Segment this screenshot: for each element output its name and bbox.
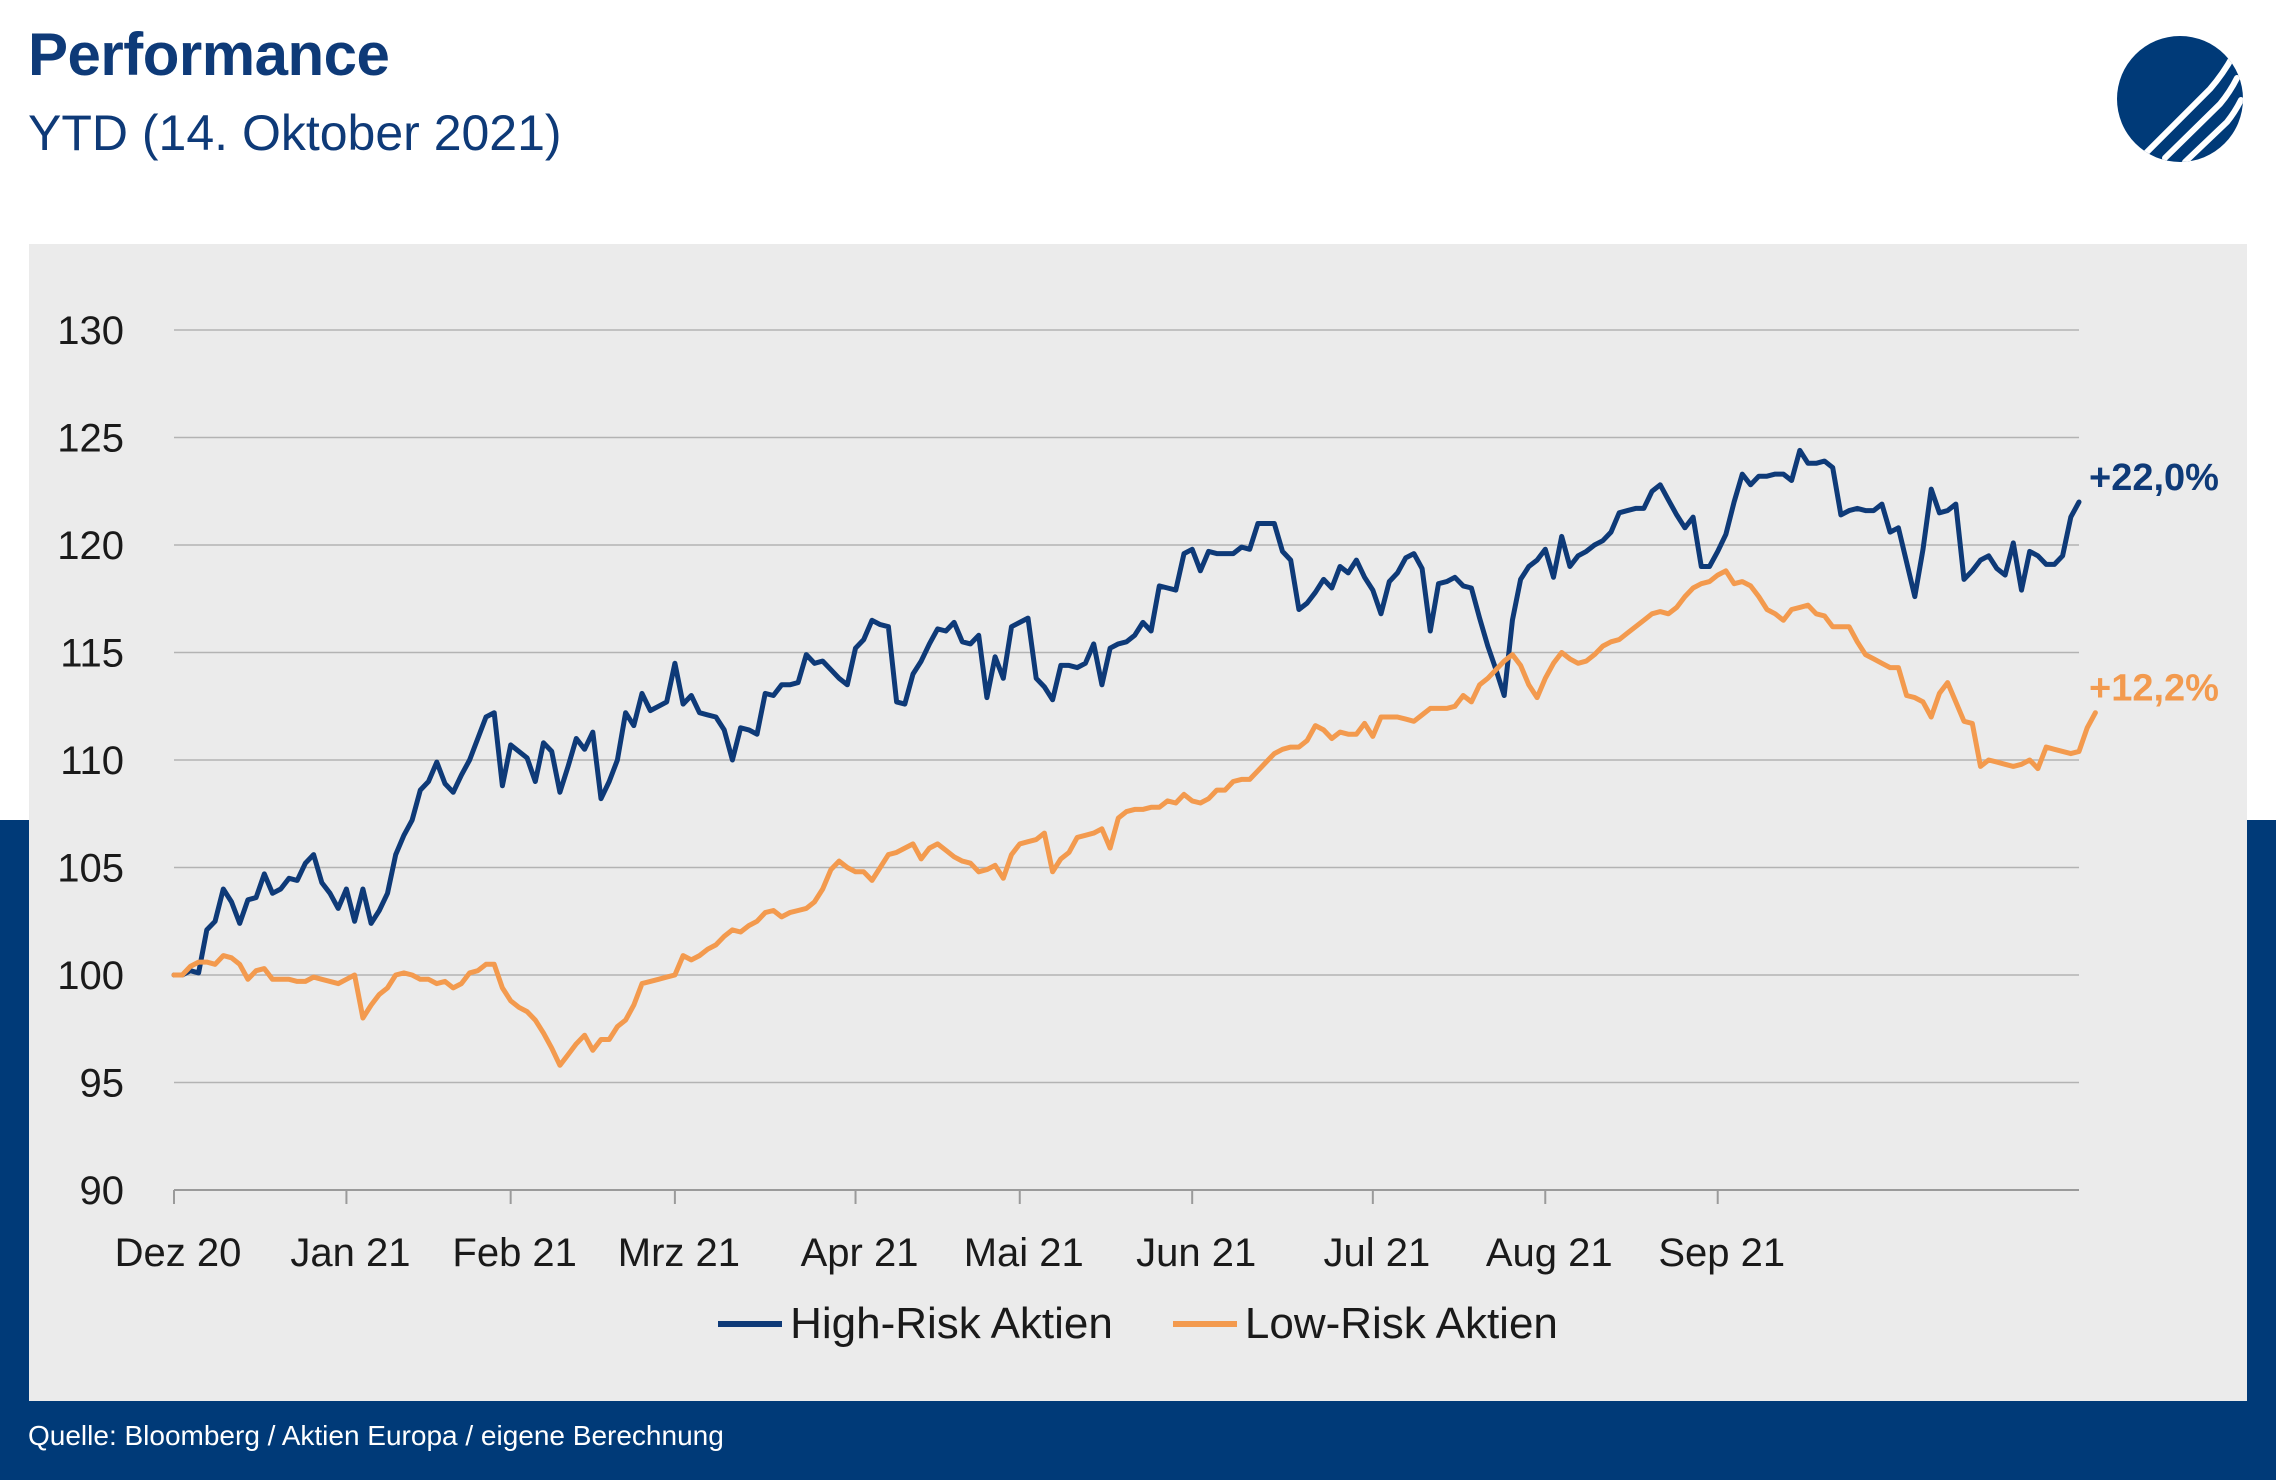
y-tick-label: 105 — [57, 847, 124, 891]
y-tick-label: 125 — [57, 417, 124, 461]
legend-label-high-risk: High-Risk Aktien — [790, 1299, 1113, 1348]
x-tick-label: Jun 21 — [1136, 1231, 1256, 1275]
x-tick-label: Jul 21 — [1323, 1231, 1430, 1275]
y-axis-labels: 90 95 100 105 110 115 120 125 130 — [57, 309, 124, 1213]
legend-swatch-low-risk — [1172, 1321, 1237, 1327]
y-tick-label: 100 — [57, 954, 124, 998]
legend-item-high-risk: High-Risk Aktien — [718, 1299, 1113, 1349]
series-line-high-risk — [171, 447, 2082, 978]
series-layer — [171, 447, 2098, 1068]
y-tick-label: 120 — [57, 524, 124, 568]
legend-item-low-risk: Low-Risk Aktien — [1172, 1299, 1558, 1349]
series-line-low-risk — [171, 568, 2098, 1068]
x-axis — [173, 1189, 2079, 1204]
y-tick-label: 115 — [60, 632, 124, 676]
y-tick-label: 130 — [57, 309, 124, 353]
x-tick-label: Aug 21 — [1486, 1231, 1613, 1275]
y-tick-label: 110 — [60, 739, 124, 783]
x-tick-label: Apr 21 — [801, 1231, 919, 1275]
end-labels: +22,0% +12,2% — [2089, 457, 2219, 710]
x-tick-label: Sep 21 — [1658, 1231, 1785, 1275]
page-subtitle: YTD (14. Oktober 2021) — [28, 105, 562, 161]
grid-layer — [174, 329, 2079, 1084]
chart-legend: High-Risk Aktien Low-Risk Aktien — [29, 1299, 2247, 1349]
end-label-high-risk: +22,0% — [2089, 457, 2219, 499]
y-tick-label: 90 — [80, 1169, 125, 1213]
brand-logo-icon — [2117, 36, 2243, 162]
y-tick-label: 95 — [80, 1062, 125, 1106]
legend-label-low-risk: Low-Risk Aktien — [1244, 1299, 1558, 1348]
legend-swatch-high-risk — [718, 1321, 783, 1327]
x-tick-label: Mrz 21 — [618, 1231, 740, 1275]
chart-panel: 90 95 100 105 110 115 120 125 130 Dez 20 Jan 21 Fe… — [29, 244, 2247, 1401]
end-label-low-risk: +12,2% — [2089, 668, 2219, 710]
x-tick-label: Mai 21 — [964, 1231, 1084, 1275]
x-axis-labels: Dez 20 Jan 21 Feb 21 Mrz 21 Apr 21 Mai 21 Jun … — [115, 1231, 1785, 1275]
x-tick-label: Jan 21 — [290, 1231, 410, 1275]
source-note: Quelle: Bloomberg / Aktien Europa / eige… — [28, 1420, 724, 1451]
x-tick-label: Dez 20 — [115, 1231, 242, 1275]
x-tick-label: Feb 21 — [452, 1231, 577, 1275]
performance-line-chart: 90 95 100 105 110 115 120 125 130 Dez 20 Jan 21 Fe… — [57, 309, 2219, 1275]
page-title: Performance — [28, 21, 390, 88]
